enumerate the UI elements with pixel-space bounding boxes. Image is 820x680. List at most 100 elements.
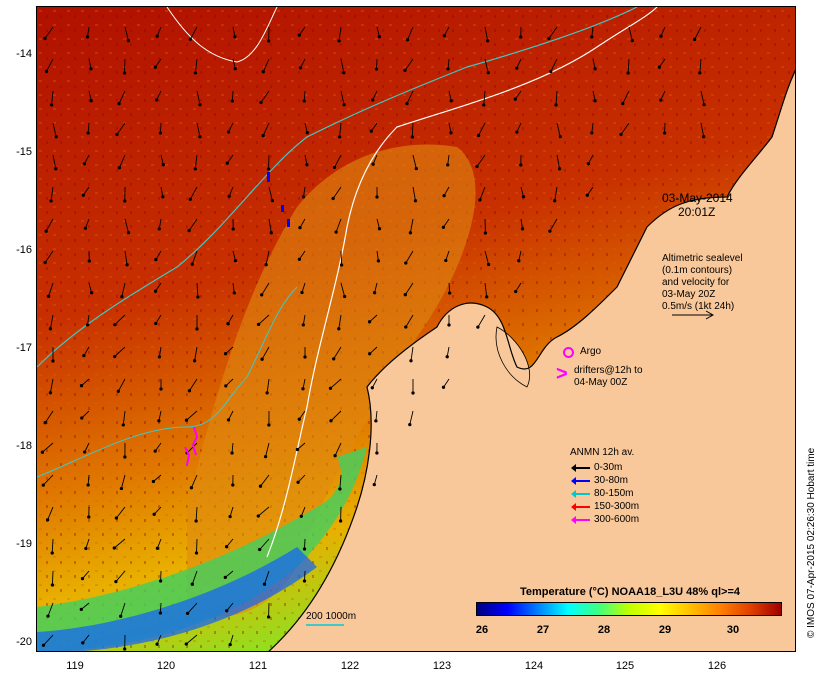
velocity-arrow bbox=[191, 570, 198, 585]
velocity-arrowhead bbox=[43, 36, 47, 41]
velocity-arrow bbox=[694, 26, 702, 40]
velocity-arrow bbox=[42, 474, 54, 486]
velocity-arrowhead bbox=[184, 642, 188, 646]
velocity-arrow bbox=[301, 282, 306, 293]
velocity-arrowhead bbox=[447, 323, 451, 327]
velocity-arrowhead bbox=[84, 546, 88, 551]
velocity-arrow bbox=[196, 90, 201, 105]
velocity-arrowhead bbox=[48, 391, 53, 395]
velocity-arrowhead bbox=[154, 321, 158, 326]
velocity-arrowhead bbox=[51, 359, 55, 363]
velocity-arrowhead bbox=[157, 419, 161, 423]
velocity-arrow bbox=[586, 186, 594, 196]
velocity-arrowhead bbox=[372, 482, 376, 487]
velocity-arrow bbox=[83, 346, 90, 356]
drifters-line: 04-May 00Z bbox=[574, 377, 628, 388]
velocity-arrowhead bbox=[198, 103, 202, 107]
velocity-arrow bbox=[405, 314, 414, 328]
colorbar-tick: 26 bbox=[475, 624, 489, 636]
velocity-arrow bbox=[520, 218, 523, 229]
velocity-arrow bbox=[84, 154, 90, 165]
anmn-item: 30-80m bbox=[571, 475, 628, 486]
velocity-arrowhead bbox=[442, 194, 446, 198]
velocity-arrowhead bbox=[232, 291, 236, 295]
velocity-arrowhead bbox=[514, 289, 518, 294]
velocity-arrowhead bbox=[89, 291, 94, 295]
velocity-arrowhead bbox=[117, 166, 122, 170]
velocity-arrowhead bbox=[593, 99, 597, 103]
velocity-arrow bbox=[225, 346, 234, 355]
velocity-arrow bbox=[260, 474, 270, 487]
velocity-arrowhead bbox=[409, 359, 413, 363]
velocity-arrowhead bbox=[155, 642, 159, 646]
velocity-arrowhead bbox=[233, 35, 237, 39]
velocity-arrow bbox=[303, 90, 306, 102]
velocity-arrow bbox=[117, 378, 126, 392]
velocity-arrowhead bbox=[194, 551, 199, 555]
velocity-arrowhead bbox=[43, 421, 47, 425]
velocity-arrow bbox=[124, 250, 128, 265]
anmn-title: ANMN 12h av. bbox=[570, 447, 635, 458]
velocity-arrowhead bbox=[371, 162, 375, 166]
velocity-arrowhead bbox=[297, 33, 301, 37]
velocity-arrowhead bbox=[155, 546, 160, 550]
velocity-arrow bbox=[160, 154, 164, 165]
velocity-arrowhead bbox=[377, 35, 382, 39]
velocity-arrow bbox=[374, 282, 378, 293]
velocity-arrow bbox=[232, 26, 236, 37]
velocity-arrow bbox=[373, 474, 378, 485]
velocity-arrow bbox=[265, 250, 270, 265]
velocity-arrow bbox=[376, 58, 378, 70]
velocity-arrowhead bbox=[264, 263, 268, 267]
y-tick-label: -19 bbox=[16, 538, 32, 550]
velocity-arrowhead bbox=[483, 231, 488, 235]
velocity-arrowhead bbox=[82, 353, 86, 358]
velocity-arrow bbox=[120, 602, 126, 617]
velocity-arrowhead bbox=[228, 514, 232, 519]
argo-circle-icon bbox=[563, 347, 574, 358]
velocity-arrow bbox=[477, 314, 486, 328]
velocity-arrow bbox=[520, 186, 524, 197]
velocity-arrow bbox=[333, 346, 342, 360]
velocity-arrow bbox=[376, 218, 380, 229]
velocity-arrowhead bbox=[198, 135, 202, 139]
velocity-arrowhead bbox=[226, 322, 230, 326]
velocity-arrowhead bbox=[377, 227, 382, 231]
velocity-arrow bbox=[191, 250, 198, 265]
velocity-arrow bbox=[47, 506, 54, 521]
velocity-arrow bbox=[591, 122, 594, 133]
velocity-arrowhead bbox=[265, 391, 269, 395]
velocity-arrow bbox=[514, 90, 522, 100]
velocity-arrowhead bbox=[297, 257, 302, 261]
x-tick-label: 124 bbox=[524, 660, 544, 672]
velocity-arrow bbox=[483, 90, 486, 106]
velocity-arrow bbox=[371, 378, 378, 389]
velocity-arrow bbox=[443, 186, 450, 196]
velocity-arrowhead bbox=[405, 101, 409, 106]
velocity-arrow bbox=[554, 186, 558, 201]
velocity-arrowhead bbox=[519, 163, 523, 167]
velocity-arrowhead bbox=[517, 259, 521, 263]
velocity-arrowhead bbox=[301, 323, 305, 327]
velocity-arrowhead bbox=[267, 39, 271, 43]
velocity-arrow bbox=[302, 314, 306, 325]
velocity-arrow bbox=[304, 122, 308, 133]
velocity-arrowhead bbox=[50, 583, 55, 587]
velocity-arrow bbox=[660, 26, 666, 37]
drifter-tracks bbox=[184, 426, 199, 466]
x-tick-label: 119 bbox=[66, 660, 84, 672]
velocity-arrow bbox=[84, 442, 90, 453]
velocity-arrow bbox=[155, 250, 162, 260]
velocity-arrow bbox=[262, 58, 270, 72]
velocity-arrow bbox=[114, 346, 126, 357]
velocity-arrow bbox=[261, 282, 270, 296]
velocity-arrow bbox=[122, 410, 126, 425]
velocity-arrowhead bbox=[122, 71, 127, 75]
velocity-arrowhead bbox=[590, 35, 594, 39]
velocity-arrow bbox=[338, 26, 342, 41]
velocity-arrowhead bbox=[190, 262, 194, 266]
velocity-arrow bbox=[299, 218, 306, 228]
velocity-arrow bbox=[410, 346, 414, 361]
velocity-arrow bbox=[556, 122, 561, 137]
velocity-arrowhead bbox=[403, 293, 407, 297]
